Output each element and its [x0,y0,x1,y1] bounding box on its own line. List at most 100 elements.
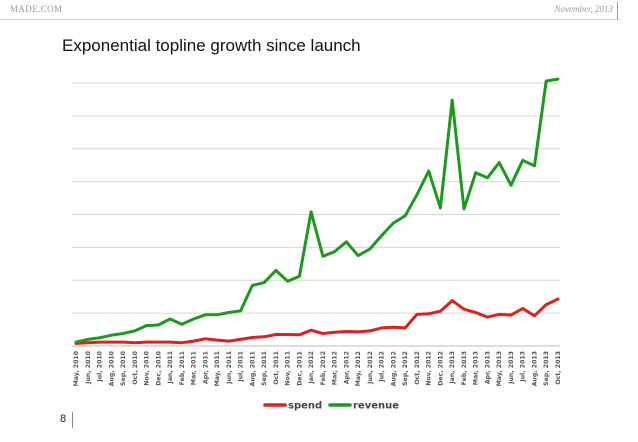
data-point-revenue [509,183,513,187]
x-tick-label: Nov, 2010 [144,350,151,385]
data-point-revenue [227,311,231,314]
x-tick-label: Jun, 2010 [85,350,92,385]
x-tick-label: Aug, 2012 [390,351,397,386]
x-tick-label: Nov, 2012 [426,351,433,386]
data-point-spend [121,340,125,344]
data-point-revenue [145,324,148,327]
data-point-spend [180,341,184,345]
data-point-revenue [274,269,278,272]
data-point-spend [262,335,266,339]
data-point-spend [204,337,207,341]
x-tick-label: Feb, 2012 [320,351,327,385]
data-point-revenue [309,210,313,214]
data-point-spend [521,307,525,310]
x-tick-label: Jan, 2012 [308,351,315,385]
data-point-revenue [486,176,489,179]
x-tick-label: Sep, 2011 [261,351,268,386]
data-point-spend [345,330,348,333]
data-point-spend [556,297,560,301]
x-tick-label: Jul, 2013 [520,351,527,383]
data-point-revenue [239,309,242,313]
data-point-revenue [403,214,407,218]
x-tick-label: Oct, 2012 [414,351,421,385]
data-point-spend [251,336,254,339]
data-point-revenue [345,240,348,244]
data-point-spend [486,315,489,319]
x-tick-label: Jul, 2010 [97,350,104,382]
data-point-revenue [533,164,536,168]
x-tick-label: Mar, 2011 [191,351,198,385]
data-point-revenue [298,275,301,278]
x-tick-label: May, 2012 [355,351,362,386]
header-edge-mark [617,2,618,19]
data-point-revenue [462,207,466,211]
data-point-revenue [392,221,395,225]
data-point-revenue [356,254,360,257]
x-tick-label: Apr, 2011 [202,351,209,384]
data-point-revenue [180,323,184,326]
data-point-revenue [192,317,195,321]
x-tick-label: Aug, 2013 [531,351,538,386]
data-point-spend [145,340,148,344]
data-point-spend [450,299,454,302]
data-point-spend [439,309,442,313]
data-point-spend [533,314,536,318]
brand-name: MADE.COM [10,4,63,14]
data-point-revenue [415,193,419,197]
data-point-revenue [74,340,78,344]
data-point-spend [168,340,172,344]
data-point-revenue [556,77,560,81]
x-tick-label: Aug, 2010 [108,350,115,386]
data-point-revenue [497,161,501,164]
x-tick-label: Jul, 2012 [379,351,386,383]
x-tick-label: Dec, 2010 [155,350,162,385]
data-point-spend [192,339,195,343]
data-point-spend [109,340,113,344]
x-tick-label: May, 2011 [214,351,221,386]
data-point-spend [427,312,430,316]
gridlines [72,82,560,347]
x-tick-label: Dec, 2012 [437,351,444,386]
data-point-spend [497,313,501,316]
data-point-revenue [450,98,454,102]
series-line-spend [74,297,560,345]
data-point-spend [286,333,289,336]
x-tick-label: Jan, 2011 [167,351,174,385]
data-point-spend [544,303,548,306]
x-tick-label: May, 2010 [73,350,80,386]
data-point-spend [368,329,372,333]
data-point-spend [462,307,466,311]
x-tick-label: Sep, 2012 [402,351,409,386]
slide-number: 8 [60,413,67,425]
series-line-revenue [74,77,560,344]
data-point-spend [415,313,419,316]
data-point-revenue [133,329,137,333]
x-tick-label: Jul, 2011 [238,351,245,383]
data-point-revenue [427,169,430,173]
data-point-revenue [168,317,172,321]
data-point-spend [86,341,90,345]
data-point-spend [156,340,160,344]
data-point-spend [380,326,383,330]
x-tick-label: Sep, 2013 [543,351,550,386]
data-point-spend [509,313,513,317]
data-point-spend [392,325,395,329]
slide-number-divider [72,412,73,428]
data-point-revenue [544,79,548,83]
data-point-revenue [321,254,325,258]
data-point-revenue [109,333,113,337]
data-point-revenue [286,279,289,283]
x-tick-label: Mar, 2013 [473,351,480,385]
data-point-spend [133,341,137,345]
x-tick-label: Apr, 2013 [484,351,491,384]
legend-label-revenue: revenue [353,401,399,412]
data-point-spend [309,328,313,332]
data-point-revenue [204,313,207,317]
data-point-revenue [368,247,372,251]
x-tick-label: Oct, 2010 [132,350,139,384]
data-point-revenue [121,332,125,335]
data-point-revenue [262,281,266,284]
x-tick-label: Jun, 2012 [367,351,374,385]
x-axis-labels: May, 2010 Jun, 2010 Jul, 2010 Aug, 2010 Sep,… [73,350,562,386]
header-divider [0,19,620,20]
